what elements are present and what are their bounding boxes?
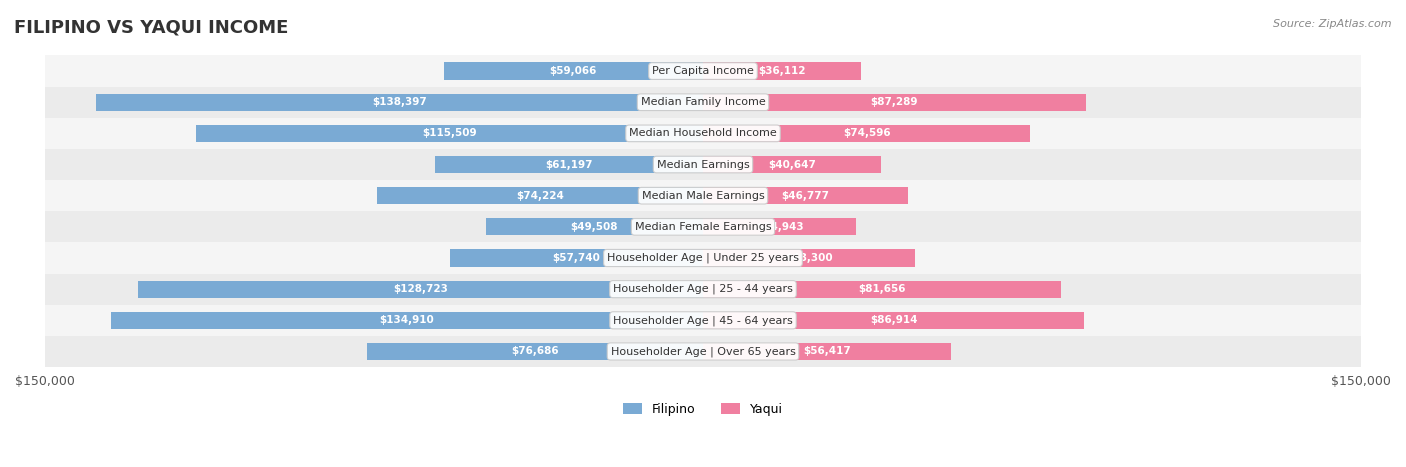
Bar xyxy=(703,343,950,360)
Text: $49,508: $49,508 xyxy=(571,222,619,232)
Bar xyxy=(450,249,703,267)
Bar xyxy=(703,281,1062,298)
Text: $87,289: $87,289 xyxy=(870,97,918,107)
Text: $40,647: $40,647 xyxy=(768,160,815,170)
Bar xyxy=(45,336,1361,367)
Text: $74,224: $74,224 xyxy=(516,191,564,201)
Text: $74,596: $74,596 xyxy=(842,128,890,138)
Text: FILIPINO VS YAQUI INCOME: FILIPINO VS YAQUI INCOME xyxy=(14,19,288,37)
Bar xyxy=(444,63,703,79)
Bar xyxy=(486,218,703,235)
Text: Householder Age | Over 65 years: Householder Age | Over 65 years xyxy=(610,346,796,357)
Bar xyxy=(703,218,856,235)
Text: Source: ZipAtlas.com: Source: ZipAtlas.com xyxy=(1274,19,1392,28)
Text: $134,910: $134,910 xyxy=(380,315,434,325)
Bar xyxy=(703,312,1084,329)
Bar xyxy=(703,156,882,173)
Text: $81,656: $81,656 xyxy=(859,284,905,294)
Bar xyxy=(45,56,1361,87)
Bar xyxy=(703,125,1031,142)
Bar xyxy=(45,274,1361,305)
Text: Per Capita Income: Per Capita Income xyxy=(652,66,754,76)
Text: $57,740: $57,740 xyxy=(553,253,600,263)
Bar xyxy=(45,118,1361,149)
Text: Householder Age | 45 - 64 years: Householder Age | 45 - 64 years xyxy=(613,315,793,325)
Text: $128,723: $128,723 xyxy=(394,284,449,294)
Legend: Filipino, Yaqui: Filipino, Yaqui xyxy=(619,398,787,421)
Bar xyxy=(45,211,1361,242)
Text: Median Earnings: Median Earnings xyxy=(657,160,749,170)
Bar xyxy=(96,94,703,111)
Bar xyxy=(367,343,703,360)
Text: Median Family Income: Median Family Income xyxy=(641,97,765,107)
Bar xyxy=(45,305,1361,336)
Bar xyxy=(45,87,1361,118)
Text: Median Male Earnings: Median Male Earnings xyxy=(641,191,765,201)
Text: $61,197: $61,197 xyxy=(546,160,592,170)
Text: Median Female Earnings: Median Female Earnings xyxy=(634,222,772,232)
Text: Median Household Income: Median Household Income xyxy=(628,128,778,138)
Bar xyxy=(45,149,1361,180)
Bar xyxy=(138,281,703,298)
Bar xyxy=(377,187,703,204)
Text: Householder Age | 25 - 44 years: Householder Age | 25 - 44 years xyxy=(613,284,793,294)
Text: $48,300: $48,300 xyxy=(785,253,832,263)
Text: Householder Age | Under 25 years: Householder Age | Under 25 years xyxy=(607,253,799,263)
Text: $86,914: $86,914 xyxy=(870,315,917,325)
Text: $36,112: $36,112 xyxy=(758,66,806,76)
Bar xyxy=(703,63,862,79)
Bar xyxy=(45,180,1361,211)
Text: $56,417: $56,417 xyxy=(803,347,851,356)
Bar xyxy=(703,187,908,204)
Text: $76,686: $76,686 xyxy=(510,347,558,356)
Bar xyxy=(45,242,1361,274)
Text: $115,509: $115,509 xyxy=(422,128,477,138)
Bar xyxy=(197,125,703,142)
Text: $59,066: $59,066 xyxy=(550,66,598,76)
Bar xyxy=(434,156,703,173)
Text: $34,943: $34,943 xyxy=(756,222,803,232)
Text: $138,397: $138,397 xyxy=(373,97,427,107)
Text: $46,777: $46,777 xyxy=(782,191,830,201)
Bar xyxy=(111,312,703,329)
Bar xyxy=(703,249,915,267)
Bar xyxy=(703,94,1085,111)
